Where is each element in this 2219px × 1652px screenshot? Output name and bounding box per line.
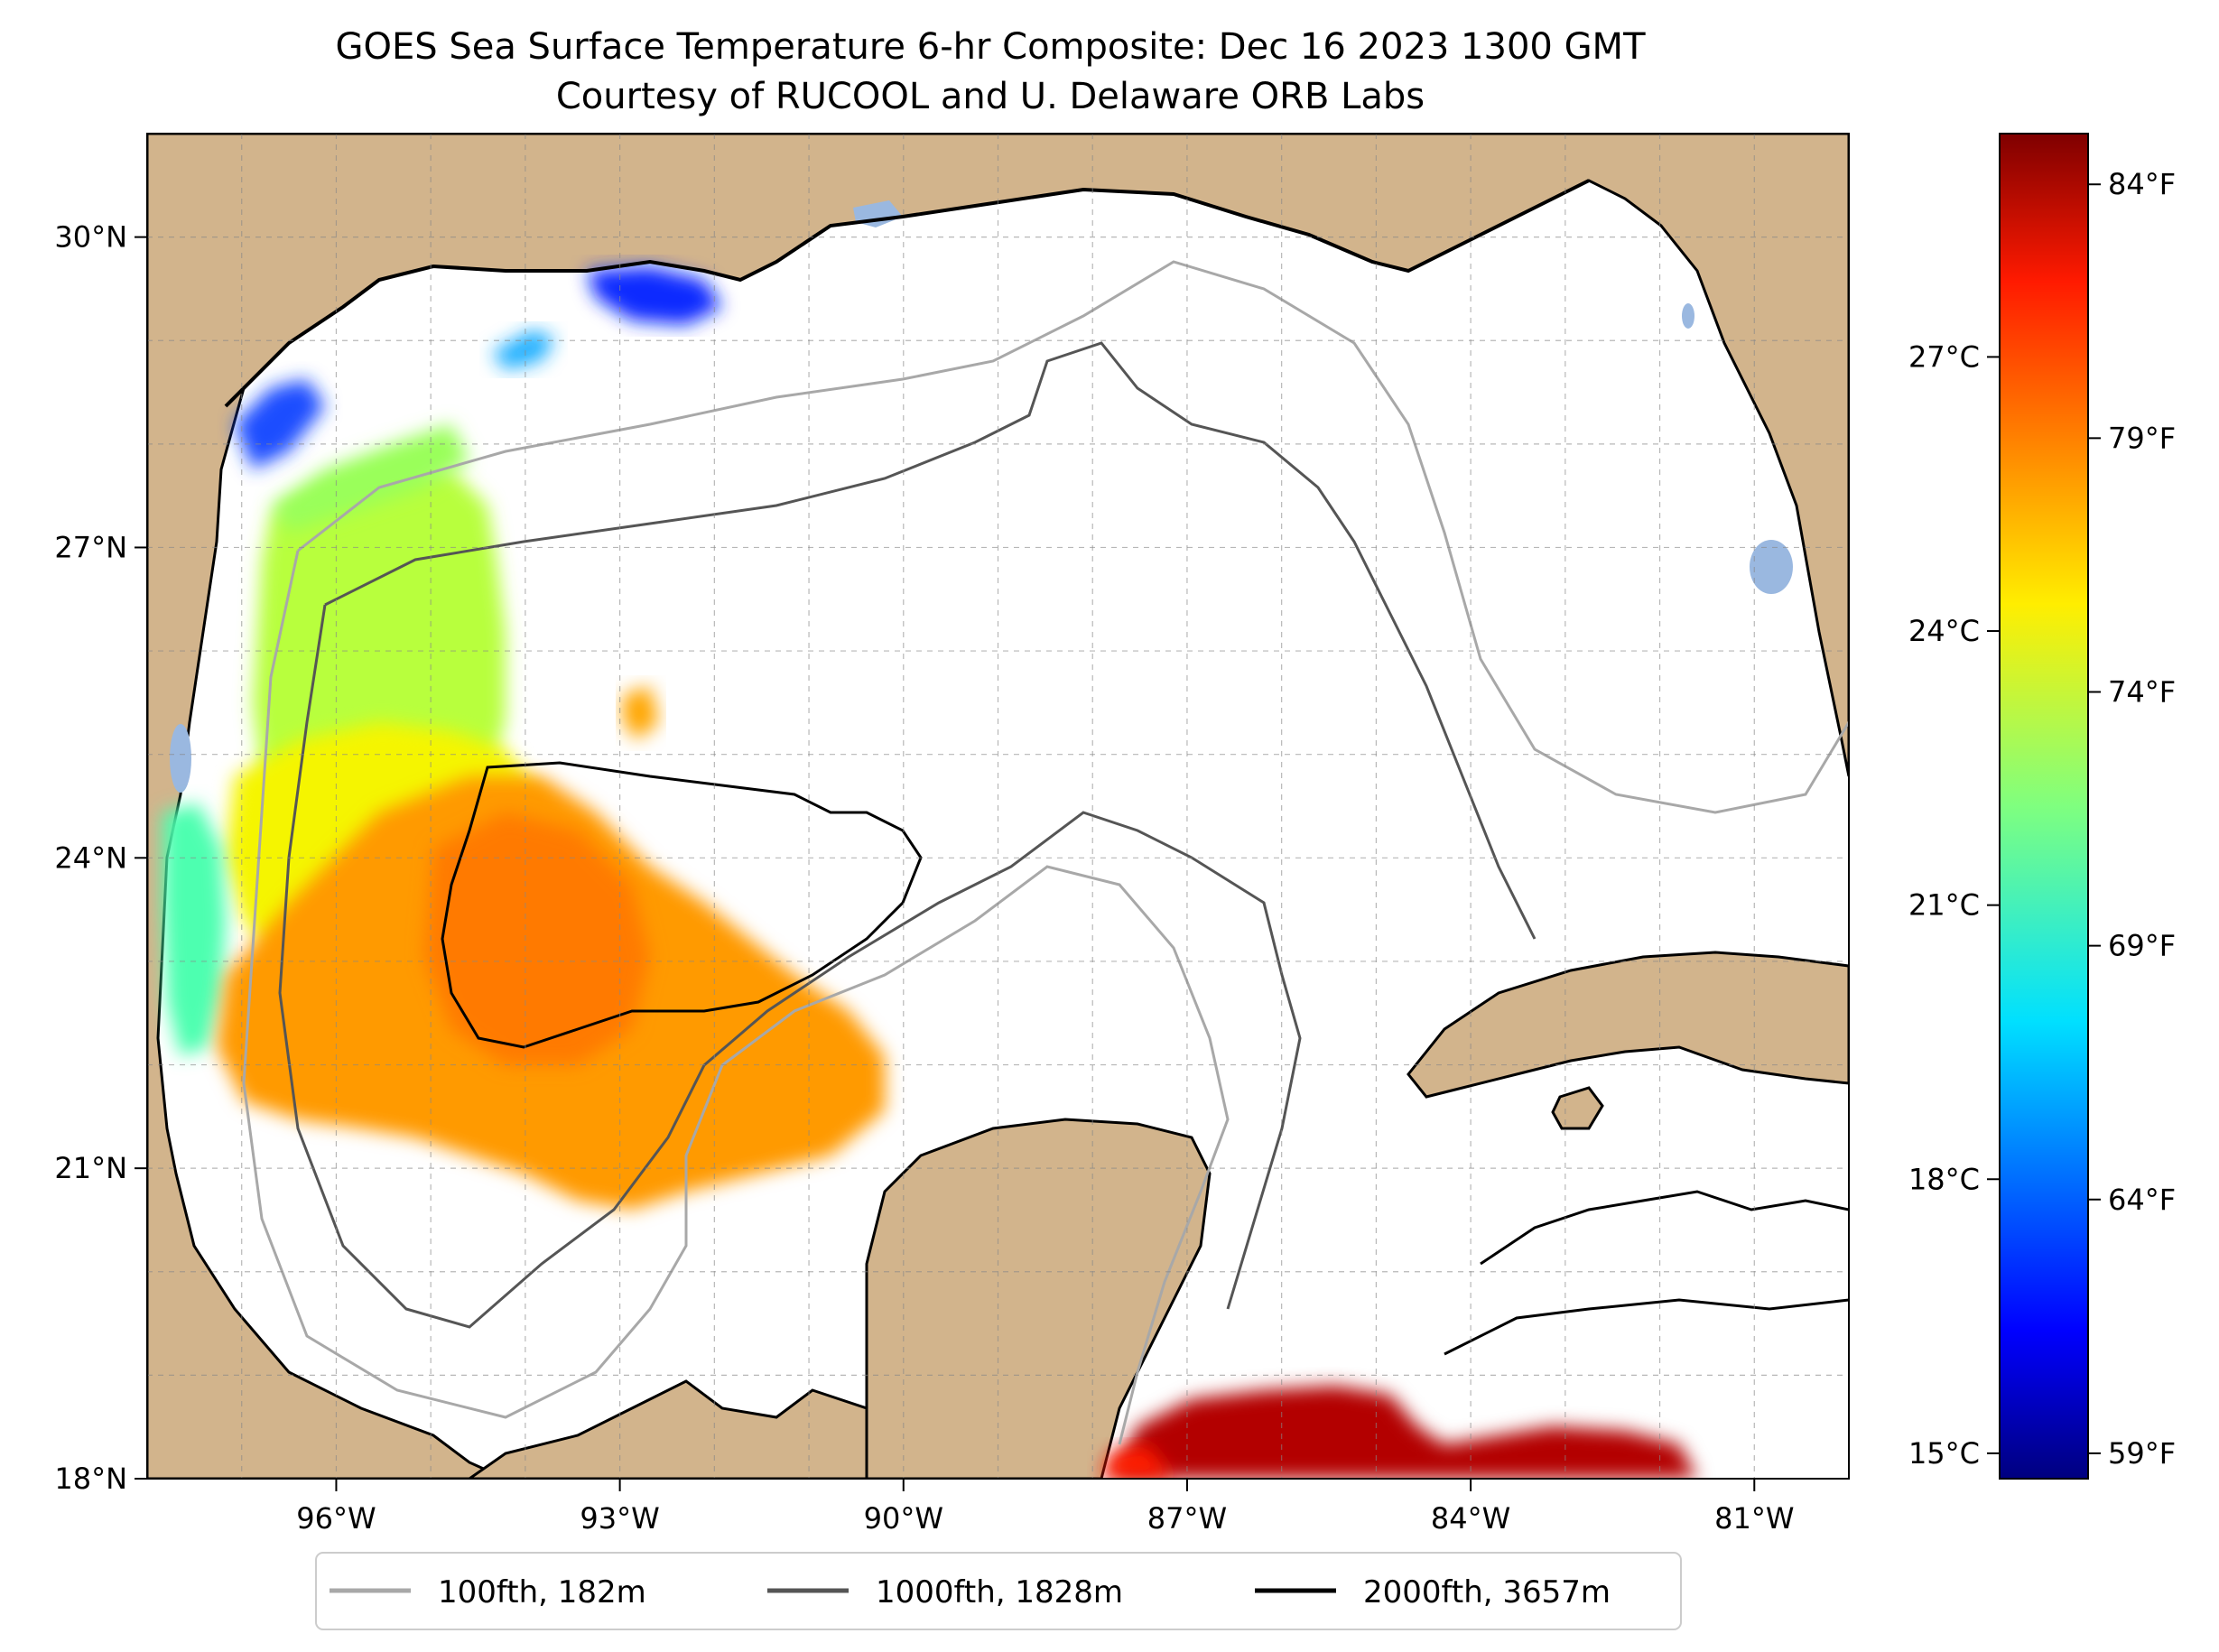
fahrenheit-tick-label: 84°F [2108,167,2176,201]
sst-patch-orange-small [623,686,659,740]
lon-tick-label: 96°W [296,1501,376,1536]
lon-tick-label: 84°W [1431,1501,1510,1536]
lat-tick-label: 27°N [54,530,127,564]
contour-2000fth-south [1444,1190,1849,1356]
lake-florida-north [1682,303,1694,329]
contour-100fth [242,260,1849,1445]
bathymetry-legend: 100fth, 182m 1000fth, 1828m 2000fth, 365… [315,1552,1682,1630]
fahrenheit-tick-label: 79°F [2108,421,2176,455]
map-area [147,134,1849,1479]
lon-tick-label: 81°W [1714,1501,1794,1536]
sst-patch-core-orange [424,812,650,1065]
map-frame [146,133,1850,1480]
colorbar-fahrenheit-axis: 59°F 64°F 69°F 74°F 79°F 84°F [2088,167,2176,1471]
legend-label-1000fth: 1000fth, 1828m [876,1574,1123,1610]
legend-box [315,1552,1682,1630]
lat-tick-label: 24°N [54,840,127,875]
contour-2000fth [441,761,923,1049]
latitude-axis: 18°N 21°N 24°N 27°N 30°N [54,220,147,1496]
colorbar [1999,133,2089,1480]
celsius-tick-label: 27°C [1908,339,1980,374]
coastline-gulf [224,179,1590,408]
sst-patch-west-cyan [162,803,226,1056]
land-cuba [1407,951,1849,1099]
celsius-tick-label: 24°C [1908,614,1980,648]
fahrenheit-tick-label: 64°F [2108,1183,2176,1217]
lake-texas-coast [170,724,191,793]
sst-patch-green-north [271,424,469,533]
bathymetry-contours [242,260,1849,1445]
fahrenheit-tick-label: 69°F [2108,929,2176,963]
sst-patch-south-red-edge [1101,1444,1174,1479]
celsius-tick-label: 15°C [1908,1436,1980,1471]
sst-patch-north-blue [587,266,722,325]
lat-tick-label: 30°N [54,220,127,255]
sst-patch-south-red [1110,1386,1697,1479]
celsius-tick-label: 21°C [1908,888,1980,923]
sst-data-layer [162,266,1697,1479]
map-subtitle: Courtesy of RUCOOL and U. Delaware ORB L… [556,76,1425,117]
celsius-tick-label: 18°C [1908,1162,1980,1196]
legend-label-2000fth: 2000fth, 3657m [1363,1574,1611,1610]
lon-tick-label: 93°W [580,1501,659,1536]
lat-tick-label: 21°N [54,1151,127,1185]
contour-1000fth [278,341,1537,1329]
legend-label-100fth: 100fth, 182m [438,1574,646,1610]
land-southern-mexico [467,1379,868,1479]
map-grid [147,134,1849,1479]
fahrenheit-tick-label: 59°F [2108,1436,2176,1471]
land-yucatan [865,1118,1212,1479]
lon-tick-label: 87°W [1147,1501,1227,1536]
colorbar-celsius-axis: 15°C 18°C 21°C 24°C 27°C [1908,339,2000,1471]
lat-tick-label: 18°N [54,1462,127,1496]
lake-okeechobee [1750,540,1793,594]
map-title: GOES Sea Surface Temperature 6-hr Compos… [335,26,1646,68]
fahrenheit-tick-label: 74°F [2108,674,2176,709]
lon-tick-label: 90°W [864,1501,943,1536]
sst-patch-northwest-blue [235,379,325,469]
longitude-axis: 96°W 93°W 90°W 87°W 84°W 81°W [296,1479,1794,1536]
sst-patch-north-cyan [492,329,555,370]
